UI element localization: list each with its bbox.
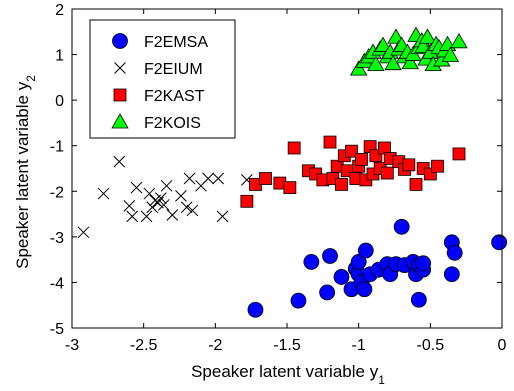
x-tick-label: 0 — [498, 337, 507, 354]
data-point-f2kast — [402, 158, 416, 172]
series-f2eium — [77, 155, 253, 239]
data-point-f2emsa — [247, 301, 264, 318]
tick-labels: -3 -2.5 -2 -1.5 -1 -0.5 0 -5 -4 -3 -2 -1 0 1 2 — [50, 2, 507, 354]
data-point-f2kast — [452, 147, 466, 161]
data-point-f2eium — [113, 155, 126, 168]
data-point-f2kois — [401, 53, 419, 70]
data-point-f2kast — [287, 141, 301, 155]
x-tick-label: -2.5 — [130, 337, 158, 354]
data-point-f2kast — [355, 152, 368, 166]
data-point-f2eium — [97, 187, 110, 200]
data-point-f2emsa — [333, 269, 350, 285]
legend-marker-f2kois — [111, 113, 129, 129]
legend-marker-f2kast — [113, 88, 127, 102]
data-point-f2kois — [374, 36, 392, 52]
data-point-f2eium — [180, 201, 193, 214]
data-point-f2kast — [431, 159, 444, 173]
data-point-f2eium — [175, 189, 187, 202]
data-point-f2kast — [409, 178, 423, 191]
data-point-f2kois — [349, 60, 368, 76]
data-point-f2kois — [418, 28, 437, 44]
x-tick-label: -1 — [352, 337, 366, 354]
data-point-f2emsa — [415, 255, 432, 272]
y-tick-label: -5 — [50, 321, 64, 338]
data-point-f2emsa — [393, 218, 410, 235]
data-point-f2eium — [166, 209, 179, 221]
data-point-f2eium — [126, 210, 139, 223]
y-tick-label: -2 — [50, 184, 64, 201]
y-tick-label: -4 — [50, 275, 64, 292]
data-point-f2emsa — [443, 266, 460, 283]
legend-label-f2kois: F2KOIS — [144, 115, 201, 132]
data-point-f2emsa — [357, 242, 374, 259]
series-f2kast — [240, 135, 466, 208]
legend-label-f2eium: F2EIUM — [144, 61, 203, 78]
data-point-f2kast — [345, 144, 358, 158]
x-tick-label: -1.5 — [273, 337, 301, 354]
legend: F2EMSA F2EIUM F2KAST F2KOIS — [89, 19, 236, 139]
data-point-f2emsa — [322, 248, 338, 264]
data-point-f2eium — [130, 181, 143, 194]
data-point-f2eium — [202, 172, 215, 185]
data-point-f2emsa — [290, 292, 307, 309]
legend-marker-f2eium — [114, 62, 126, 74]
data-point-f2kast — [283, 181, 297, 195]
data-point-f2eium — [186, 204, 199, 217]
data-point-f2emsa — [350, 254, 367, 270]
data-point-f2eium — [212, 172, 225, 185]
data-point-f2kois — [441, 46, 460, 62]
data-point-f2emsa — [410, 291, 427, 308]
data-point-f2emsa — [491, 234, 508, 251]
y-tick-label: 2 — [55, 2, 64, 19]
legend-label-f2kast: F2KAST — [144, 88, 205, 105]
plot-area — [77, 26, 508, 318]
y-axis-label: Speaker latent variable y2 — [13, 75, 38, 269]
data-point-f2kast — [323, 135, 337, 149]
data-point-f2emsa — [319, 284, 336, 301]
data-point-f2eium — [183, 172, 196, 185]
y-tick-label: 0 — [55, 93, 64, 110]
x-tick-label: -3 — [65, 337, 79, 354]
y-tick-label: -3 — [50, 230, 64, 247]
data-point-f2kois — [450, 33, 468, 49]
axes — [71, 8, 503, 329]
legend-label-f2emsa: F2EMSA — [144, 34, 208, 51]
data-point-f2eium — [77, 226, 90, 239]
data-point-f2kast — [240, 194, 254, 208]
data-point-f2eium — [216, 210, 229, 223]
x-tick-label: -0.5 — [417, 337, 445, 354]
data-point-f2kois — [414, 37, 432, 53]
data-point-f2eium — [155, 192, 167, 204]
x-axis-label: Speaker latent variable y1 — [191, 362, 385, 387]
data-point-f2kast — [335, 178, 348, 191]
legend-marker-f2emsa — [112, 33, 128, 49]
data-point-f2eium — [157, 199, 170, 211]
data-point-f2emsa — [446, 244, 463, 261]
y-tick-label: 1 — [55, 48, 64, 65]
series-f2emsa — [247, 218, 508, 318]
data-point-f2kast — [380, 166, 394, 180]
data-point-f2eium — [160, 179, 173, 192]
data-point-f2kast — [259, 172, 272, 185]
y-tick-label: -1 — [50, 139, 64, 156]
data-point-f2emsa — [303, 254, 320, 270]
data-point-f2emsa — [356, 281, 373, 298]
series-f2kois — [349, 26, 468, 76]
data-point-f2kois — [367, 55, 385, 71]
data-point-f2eium — [123, 200, 136, 212]
data-point-f2eium — [140, 210, 153, 223]
x-tick-label: -2 — [208, 337, 222, 354]
